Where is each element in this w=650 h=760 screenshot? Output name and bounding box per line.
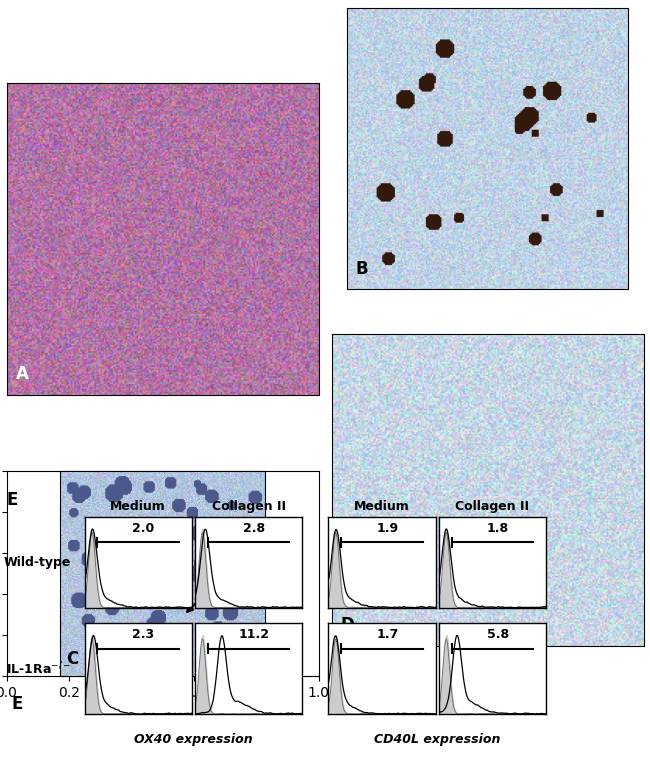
Text: 2.0: 2.0: [133, 522, 155, 535]
Text: E: E: [6, 491, 18, 509]
Text: E: E: [12, 695, 23, 714]
Text: 5.8: 5.8: [487, 629, 509, 641]
Text: OX40 expression: OX40 expression: [134, 733, 253, 746]
Text: 1.8: 1.8: [487, 522, 509, 535]
Text: 2.3: 2.3: [133, 629, 155, 641]
Text: D: D: [341, 616, 355, 634]
Text: C: C: [66, 651, 78, 668]
Text: 1.9: 1.9: [376, 522, 398, 535]
Text: B: B: [356, 260, 368, 277]
Text: IL-1Ra$^{-/-}$: IL-1Ra$^{-/-}$: [6, 660, 72, 677]
Text: A: A: [16, 365, 29, 383]
Text: Collagen II: Collagen II: [456, 500, 529, 513]
Text: CD40L expression: CD40L expression: [374, 733, 500, 746]
Text: Wild-type: Wild-type: [4, 556, 72, 569]
Text: Collagen II: Collagen II: [212, 500, 285, 513]
Text: 11.2: 11.2: [239, 629, 270, 641]
Text: 2.8: 2.8: [243, 522, 265, 535]
Text: 1.7: 1.7: [376, 629, 398, 641]
Text: Medium: Medium: [111, 500, 166, 513]
Text: Medium: Medium: [354, 500, 410, 513]
